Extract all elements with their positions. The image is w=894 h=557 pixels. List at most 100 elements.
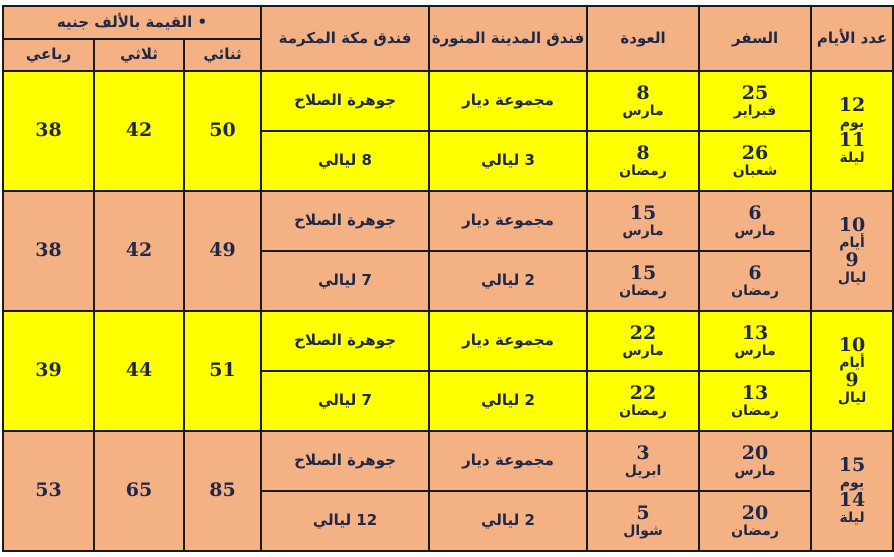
- days-cell: 10 أيام 9 ليال: [810, 310, 894, 432]
- departure-cell: 26 شعبان: [698, 130, 813, 192]
- day-number: 20: [741, 501, 769, 524]
- month-label: مارس: [734, 222, 776, 239]
- month-label: فبراير: [733, 102, 777, 119]
- triple-price-cell: 42: [93, 70, 186, 192]
- month-label: شعبان: [732, 162, 778, 179]
- days-unit: يوم: [839, 475, 865, 492]
- month-label: مارس: [734, 342, 776, 359]
- table-row: 10 أيام 9 ليال 13 مارس 22 مارس مجموعة ديار جوهرة …: [1, 310, 894, 432]
- madinah-nights-cell: 3 ليالي: [428, 130, 589, 192]
- departure-cell: 13 رمضان: [698, 370, 813, 432]
- quad-price-cell: 38: [1, 70, 96, 192]
- header-return: العودة: [586, 5, 701, 72]
- month-label: شوال: [623, 522, 663, 539]
- day-number: 25: [741, 81, 769, 104]
- month-label: مارس: [622, 222, 664, 239]
- header-double: ثنائي: [183, 38, 263, 72]
- table-row: 15 يوم 14 ليلة 20 مارس 3 ابريل مجموعة ديار جوهرة …: [1, 430, 894, 552]
- day-number: 8: [636, 141, 650, 164]
- table-row: 26 شعبان 8 رمضان 3 ليالي 8 ليالي: [3, 130, 893, 192]
- triple-price-cell: 42: [93, 190, 186, 312]
- quad-price-cell: 38: [1, 190, 96, 312]
- table-row: 12 يوم 11 ليلة 25 فبراير 8 مارس مجموعة ديار جوهرة…: [1, 70, 894, 192]
- return-cell: 8 مارس: [586, 70, 701, 132]
- month-label: رمضان: [731, 402, 779, 419]
- return-cell: 3 ابريل: [586, 430, 701, 492]
- days-count: 15: [838, 454, 866, 477]
- days-unit: أيام: [839, 235, 865, 252]
- makkah-nights-cell: 7 ليالي: [260, 370, 431, 432]
- table-row: 20 رمضان 5 شوال 2 ليالي 12 ليالي: [3, 490, 893, 552]
- double-price-cell: 50: [183, 70, 263, 192]
- day-number: 13: [741, 381, 769, 404]
- table-row: 13 رمضان 22 رمضان 2 ليالي 7 ليالي: [3, 370, 893, 432]
- double-price-cell: 51: [183, 310, 263, 432]
- double-price-cell: 49: [183, 190, 263, 312]
- madinah-nights-cell: 2 ليالي: [428, 490, 589, 552]
- quad-price-cell: 53: [1, 430, 96, 552]
- nights-unit: ليلة: [839, 509, 865, 526]
- quad-price-cell: 39: [1, 310, 96, 432]
- nights-unit: ليال: [837, 389, 867, 406]
- day-number: 8: [636, 81, 650, 104]
- days-cell: 12 يوم 11 ليلة: [810, 70, 894, 192]
- departure-cell: 20 رمضان: [698, 490, 813, 552]
- month-label: رمضان: [619, 402, 667, 419]
- day-number: 15: [629, 261, 657, 284]
- return-cell: 15 مارس: [586, 190, 701, 252]
- header-triple: ثلاثي: [93, 38, 186, 72]
- header-quad: رباعي: [1, 38, 96, 72]
- day-number: 3: [636, 441, 650, 464]
- nights-count: 14: [838, 489, 866, 511]
- makkah-hotel-cell: جوهرة الصلاح: [260, 190, 431, 252]
- nights-count: 11: [838, 129, 866, 151]
- month-label: مارس: [734, 462, 776, 479]
- return-cell: 22 رمضان: [586, 370, 701, 432]
- table-row: 10 أيام 9 ليال 6 مارس 15 مارس مجموعة ديار جوهرة ا…: [1, 190, 894, 312]
- madinah-hotel-cell: مجموعة ديار: [428, 70, 589, 132]
- month-label: رمضان: [619, 282, 667, 299]
- month-label: مارس: [622, 342, 664, 359]
- days-unit: يوم: [839, 115, 865, 132]
- day-number: 6: [748, 261, 762, 284]
- return-cell: 22 مارس: [586, 310, 701, 372]
- days-count: 12: [838, 94, 866, 117]
- makkah-hotel-cell: جوهرة الصلاح: [260, 70, 431, 132]
- return-cell: 5 شوال: [586, 490, 701, 552]
- madinah-hotel-cell: مجموعة ديار: [428, 310, 589, 372]
- month-label: ابريل: [624, 462, 662, 479]
- departure-cell: 6 رمضان: [698, 250, 813, 312]
- day-number: 6: [748, 201, 762, 224]
- days-unit: أيام: [839, 355, 865, 372]
- day-number: 20: [741, 441, 769, 464]
- nights-unit: ليلة: [839, 149, 865, 166]
- month-label: رمضان: [731, 522, 779, 539]
- month-label: رمضان: [619, 162, 667, 179]
- madinah-hotel-cell: مجموعة ديار: [428, 190, 589, 252]
- makkah-nights-cell: 12 ليالي: [260, 490, 431, 552]
- header-days: عدد الأيام: [810, 5, 894, 72]
- header-price-group: • القيمة بالألف جنيه: [1, 5, 263, 40]
- madinah-nights-cell: 2 ليالي: [428, 250, 589, 312]
- makkah-nights-cell: 7 ليالي: [260, 250, 431, 312]
- madinah-hotel-cell: مجموعة ديار: [428, 430, 589, 492]
- table-row: 6 رمضان 15 رمضان 2 ليالي 7 ليالي: [3, 250, 893, 312]
- header-makkah-hotel: فندق مكة المكرمة: [260, 5, 431, 72]
- days-cell: 10 أيام 9 ليال: [810, 190, 894, 312]
- madinah-nights-cell: 2 ليالي: [428, 370, 589, 432]
- departure-cell: 6 مارس: [698, 190, 813, 252]
- departure-cell: 13 مارس: [698, 310, 813, 372]
- month-label: رمضان: [731, 282, 779, 299]
- departure-cell: 20 مارس: [698, 430, 813, 492]
- days-count: 10: [838, 334, 866, 357]
- triple-price-cell: 65: [93, 430, 186, 552]
- makkah-hotel-cell: جوهرة الصلاح: [260, 430, 431, 492]
- triple-price-cell: 44: [93, 310, 186, 432]
- day-number: 15: [629, 201, 657, 224]
- return-cell: 15 رمضان: [586, 250, 701, 312]
- trip-price-table: عدد الأيام السفر العودة فندق المدينة الم…: [1, 5, 894, 552]
- days-count: 10: [838, 214, 866, 237]
- makkah-hotel-cell: جوهرة الصلاح: [260, 310, 431, 372]
- header-madinah-hotel: فندق المدينة المنورة: [428, 5, 589, 72]
- nights-unit: ليال: [837, 269, 867, 286]
